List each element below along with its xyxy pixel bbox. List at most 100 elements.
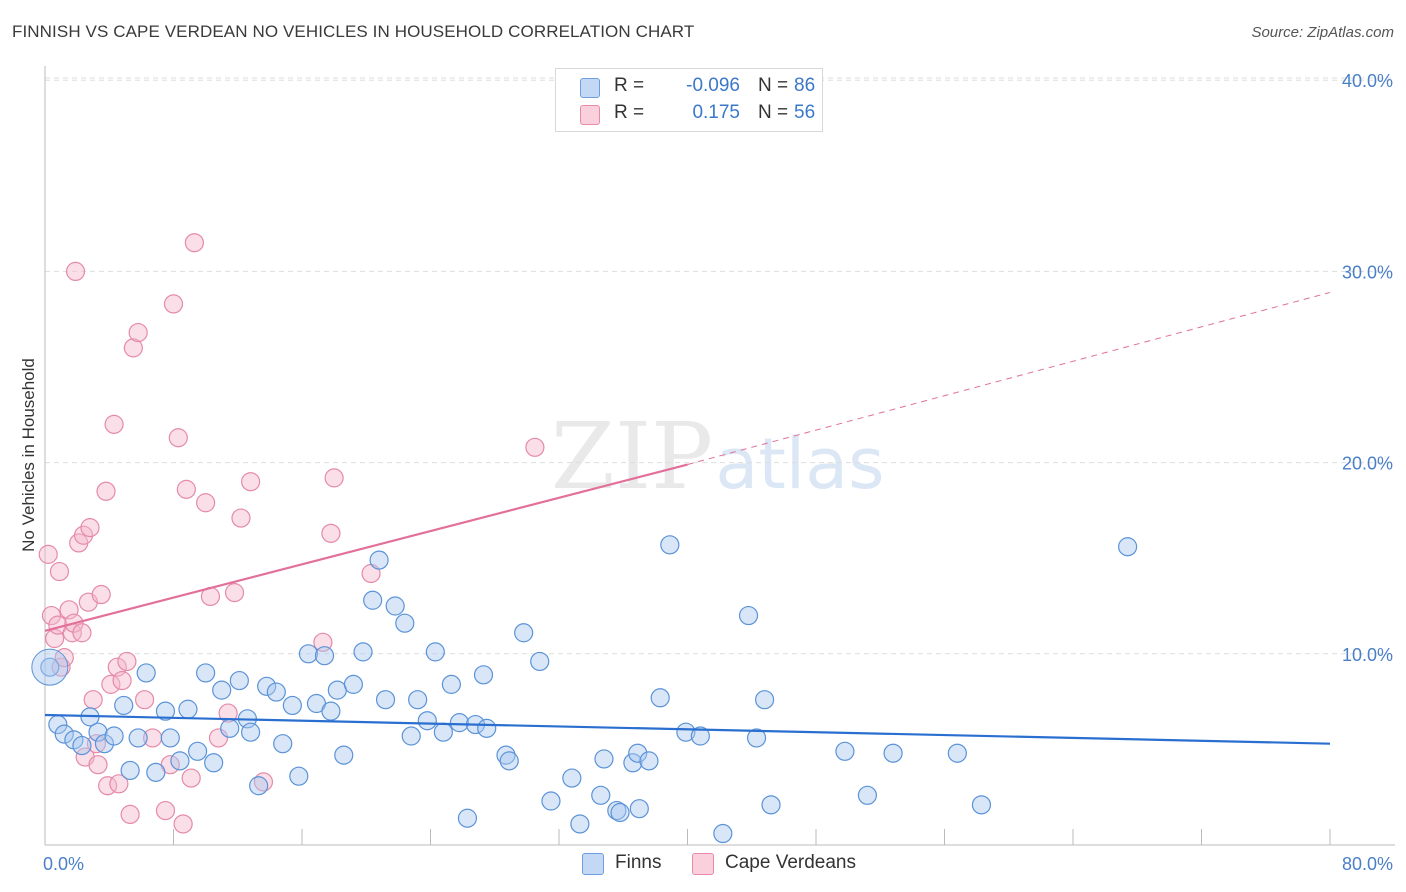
finns-point (746, 728, 767, 748)
y-tick-label: 10.0% (1342, 645, 1393, 665)
finns-point (401, 726, 421, 746)
finns-point (257, 676, 277, 696)
y-axis-label: No Vehicles in Household (19, 358, 38, 552)
finns-point (623, 753, 643, 773)
finns-point (146, 762, 166, 782)
finns-point (249, 776, 269, 796)
finns-point (473, 665, 494, 685)
finns-point (54, 724, 74, 744)
finns-point (120, 760, 140, 781)
bottom-legend-swatch-cape-verdeans (692, 853, 714, 875)
cape-verdeans-point (224, 583, 245, 603)
finns-point (334, 745, 354, 765)
finns-point (639, 751, 659, 771)
cape-verdeans-point (38, 544, 58, 564)
finns-point (457, 808, 478, 828)
grid (45, 77, 1395, 655)
legend-r-value: -0.096 (686, 75, 740, 96)
finns-point (433, 722, 453, 742)
finns-trendline (44, 713, 1331, 745)
cape-verdeans-point (173, 814, 193, 834)
cape-verdeans-point (117, 651, 137, 672)
finns-point (375, 690, 396, 710)
finns-point (343, 674, 363, 694)
legend-n-value: 86 (794, 75, 816, 96)
y-tick-label: 40.0% (1342, 71, 1393, 91)
cape-verdeans-point (321, 523, 341, 543)
finns-points (31, 535, 1138, 844)
bottom-legend-label-cape-verdeans: Cape Verdeans (725, 852, 856, 873)
watermark-atlas: atlas (715, 423, 884, 505)
finns-point (282, 695, 302, 716)
finns-point (241, 722, 261, 742)
finns-point (88, 722, 108, 742)
finns-point (289, 766, 309, 786)
finns-point (738, 605, 759, 626)
cape-verdeans-point (101, 674, 121, 694)
source-label: Source: ZipAtlas.com (1251, 24, 1394, 41)
finns-point (204, 753, 224, 773)
finns-point (40, 657, 60, 677)
finns-point (610, 802, 630, 823)
tick-labels: 10.0% 20.0% 30.0% 40.0% 0.0% 80.0% (43, 71, 1393, 874)
finns-point (857, 785, 878, 805)
finns-point (690, 726, 710, 746)
legend-n-value: 56 (794, 102, 816, 123)
finns-point (676, 722, 696, 742)
finns-point (499, 751, 519, 771)
finns-point (178, 699, 198, 719)
finns-point (385, 596, 405, 616)
finns-point (363, 590, 383, 610)
finns-point (541, 791, 561, 811)
cape-verdeans-point (155, 800, 176, 821)
cape-verdeans-trendline-extension (687, 291, 1331, 465)
bottom-legend-label-finns: Finns (615, 852, 662, 873)
finns-point (628, 743, 648, 763)
cape-verdeans-point (168, 428, 188, 448)
cape-verdeans-point (241, 472, 261, 492)
finns-point (417, 711, 437, 731)
finns-point (754, 690, 775, 710)
cape-verdeans-point (218, 703, 238, 723)
x-tick-label: 0.0% (43, 854, 84, 874)
trendlines (44, 291, 1331, 745)
cape-verdeans-points (38, 233, 545, 834)
finns-point (883, 743, 903, 763)
cape-verdeans-trendline (44, 463, 688, 632)
y-tick-label: 30.0% (1342, 262, 1393, 282)
finns-point (660, 535, 680, 555)
cape-verdeans-point (65, 261, 86, 281)
cape-verdeans-point (88, 755, 108, 775)
legend-r-label: R = (614, 102, 645, 123)
cape-verdeans-point (54, 648, 74, 668)
finns-point (353, 642, 373, 662)
finns-point (128, 728, 148, 748)
finns-point (408, 690, 428, 710)
finns-point (266, 682, 286, 702)
finns-point-large (31, 648, 69, 686)
legend-n-label: N = (758, 102, 789, 123)
finns-point (314, 646, 335, 666)
cape-verdeans-point (41, 605, 62, 626)
finns-point (514, 623, 534, 643)
cape-verdeans-point (96, 481, 116, 501)
finns-point (170, 751, 190, 771)
x-tick-label: 80.0% (1342, 854, 1393, 874)
cape-verdeans-point (128, 322, 148, 343)
finns-point (835, 741, 855, 761)
finns-point (607, 800, 627, 821)
cape-verdeans-point (104, 414, 124, 434)
legend-r-value: 0.175 (692, 102, 740, 123)
cape-verdeans-point (109, 774, 129, 794)
finns-point (530, 651, 550, 672)
finns-point (441, 674, 461, 694)
finns-point (650, 688, 670, 708)
finns-point (229, 670, 249, 691)
cape-verdeans-point (181, 768, 201, 788)
finns-point (94, 734, 115, 754)
legend: R = -0.096 N = 86 R = 0.175 N = 56 (555, 68, 823, 132)
finns-point (273, 734, 293, 754)
cape-verdeans-point (123, 338, 143, 358)
legend-r-label: R = (614, 75, 645, 96)
